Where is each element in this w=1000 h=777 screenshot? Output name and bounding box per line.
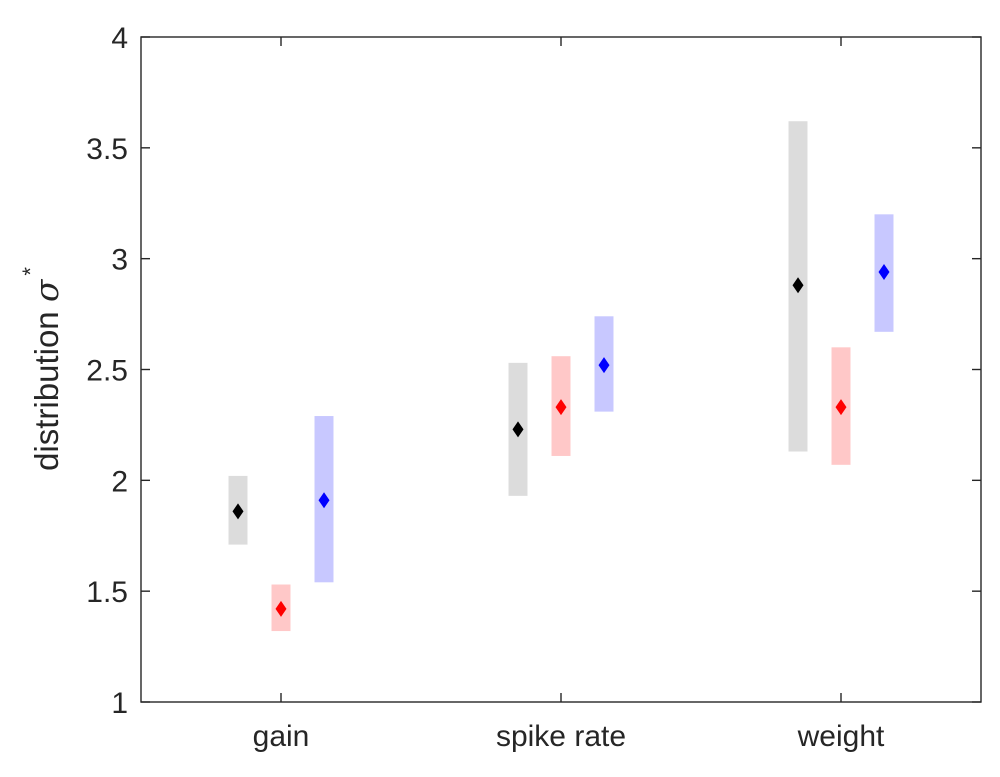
y-tick-label: 3.5: [86, 133, 128, 166]
y-tick-label: 1.5: [86, 576, 128, 609]
data-point-marker: [275, 600, 287, 617]
y-tick-label: 2: [111, 465, 128, 498]
y-axis-title-symbol: σ: [27, 278, 66, 302]
x-tick-label: spike rate: [496, 720, 626, 753]
y-axis-title-superscript: *: [18, 267, 43, 276]
x-tick-label: gain: [253, 720, 310, 753]
y-axis-title: distribution σ *: [18, 267, 66, 471]
data-point-marker: [318, 492, 330, 509]
data-point-marker: [555, 399, 567, 416]
error-bands: [228, 121, 894, 632]
data-point-marker: [598, 357, 610, 374]
data-point-marker: [232, 503, 244, 520]
data-point-marker: [792, 277, 804, 294]
data-point-marker: [878, 263, 890, 280]
y-tick-label: 3: [111, 244, 128, 277]
y-tick-label: 4: [111, 22, 128, 55]
y-tick-label: 2.5: [86, 355, 128, 388]
x-axis: gain spike rate weight: [253, 37, 885, 753]
data-point-marker: [512, 421, 524, 438]
y-axis: 1 1.5 2 2.5 3 3.5 4: [86, 22, 981, 720]
data-points: [232, 263, 890, 617]
y-tick-label: 1: [111, 687, 128, 720]
data-point-marker: [835, 399, 847, 416]
y-axis-title-text: distribution: [28, 302, 65, 471]
x-tick-label: weight: [797, 720, 885, 753]
